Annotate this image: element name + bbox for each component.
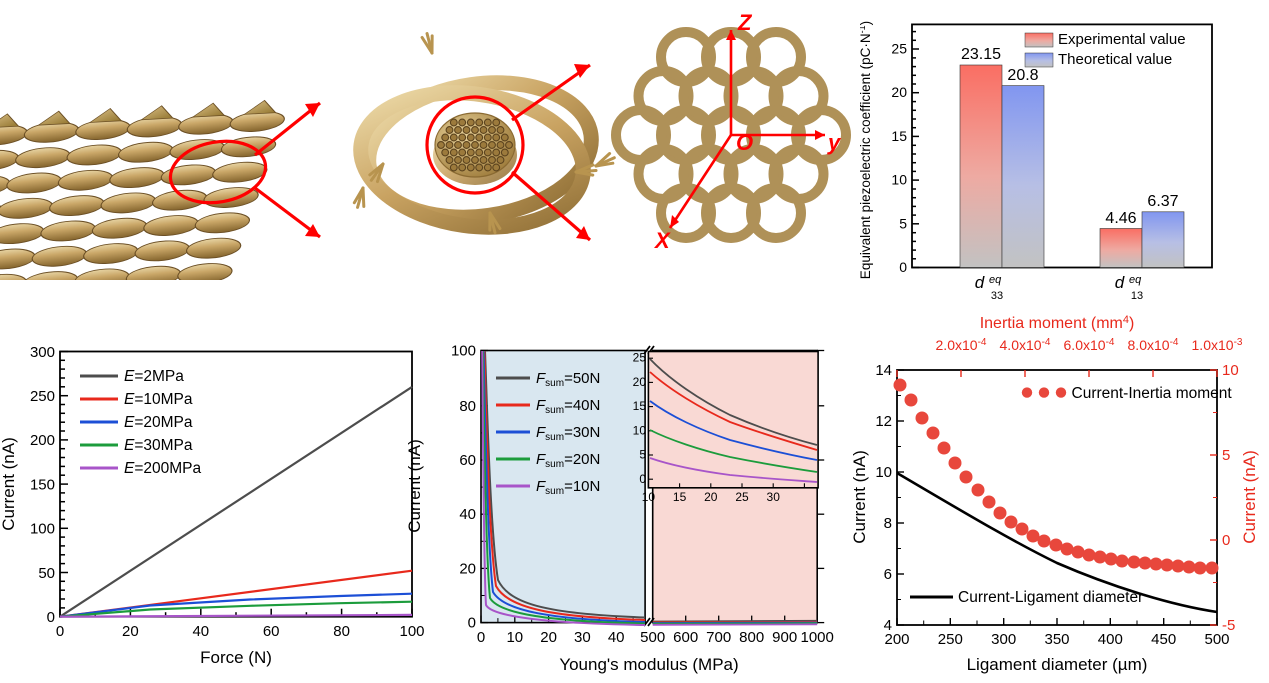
svg-text:E=2MPa: E=2MPa [124, 368, 184, 385]
svg-text:0: 0 [1222, 532, 1230, 549]
svg-text:10: 10 [875, 464, 892, 481]
svg-text:E=200MPa: E=200MPa [124, 460, 202, 477]
svg-text:80: 80 [333, 623, 350, 640]
svg-text:40: 40 [459, 506, 476, 523]
svg-text:25: 25 [633, 351, 647, 365]
svg-text:Ligament diameter (µm): Ligament diameter (µm) [967, 655, 1148, 674]
svg-text:X: X [653, 228, 671, 253]
svg-text:40: 40 [192, 623, 209, 640]
svg-text:Current (nA): Current (nA) [1240, 450, 1259, 544]
svg-text:100: 100 [451, 343, 476, 360]
svg-text:6.37: 6.37 [1147, 193, 1178, 210]
svg-text:Experimental value: Experimental value [1058, 31, 1186, 48]
svg-text:15: 15 [891, 128, 907, 144]
svg-text:60: 60 [263, 623, 280, 640]
svg-text:20: 20 [704, 490, 718, 504]
svg-text:15: 15 [633, 399, 647, 413]
svg-text:Current-Ligament diameter: Current-Ligament diameter [958, 589, 1143, 606]
svg-text:10: 10 [891, 172, 907, 188]
svg-text:12: 12 [875, 413, 892, 430]
svg-text:30: 30 [767, 490, 781, 504]
svg-text:E=30MPa: E=30MPa [124, 437, 193, 454]
svg-text:300: 300 [30, 344, 55, 361]
svg-text:350: 350 [1044, 631, 1069, 648]
svg-text:10: 10 [642, 490, 656, 504]
svg-text:60: 60 [459, 452, 476, 469]
svg-text:500: 500 [1204, 631, 1229, 648]
svg-text:500: 500 [640, 629, 665, 646]
svg-text:0: 0 [639, 472, 646, 486]
svg-text:100: 100 [30, 521, 55, 538]
svg-text:5: 5 [1222, 447, 1230, 464]
svg-text:20: 20 [122, 623, 139, 640]
svg-text:15: 15 [673, 490, 687, 504]
svg-text:5: 5 [899, 215, 907, 231]
svg-text:O: O [736, 130, 753, 155]
svg-text:Current-Inertia moment: Current-Inertia moment [1072, 385, 1233, 402]
svg-text:E=10MPa: E=10MPa [124, 391, 193, 408]
svg-text:E=20MPa: E=20MPa [124, 414, 193, 431]
svg-text:23.15: 23.15 [961, 46, 1001, 63]
svg-text:4.0x10-4: 4.0x10-4 [1000, 337, 1051, 353]
svg-text:900: 900 [772, 629, 797, 646]
svg-text:10: 10 [633, 423, 647, 437]
svg-text:20.8: 20.8 [1007, 67, 1038, 84]
svg-text:25: 25 [891, 41, 907, 57]
svg-text:700: 700 [706, 629, 731, 646]
svg-text:40: 40 [608, 629, 625, 646]
svg-text:20: 20 [540, 629, 557, 646]
svg-text:0: 0 [47, 609, 55, 626]
svg-text:Equivalent piezoelectric coeff: Equivalent piezoelectric coefficient (pC… [860, 21, 873, 279]
svg-text:8.0x10-4: 8.0x10-4 [1128, 337, 1179, 353]
svg-text:y: y [827, 130, 842, 155]
svg-text:8: 8 [884, 515, 892, 532]
svg-text:Z: Z [737, 10, 753, 35]
svg-text:200: 200 [30, 432, 55, 449]
svg-text:Current (nA): Current (nA) [0, 437, 18, 531]
svg-text:1000: 1000 [801, 629, 834, 646]
svg-text:50: 50 [38, 565, 55, 582]
svg-text:4.46: 4.46 [1105, 210, 1136, 227]
svg-text:Current (nA): Current (nA) [850, 450, 869, 544]
svg-text:150: 150 [30, 476, 55, 493]
svg-text:Current (nA): Current (nA) [405, 439, 424, 533]
svg-text:Inertia moment (mm4): Inertia moment (mm4) [980, 314, 1135, 332]
svg-text:400: 400 [1098, 631, 1123, 648]
svg-text:Force (N): Force (N) [200, 648, 272, 667]
svg-text:6.0x10-4: 6.0x10-4 [1064, 337, 1115, 353]
svg-text:20: 20 [459, 560, 476, 577]
svg-text:1.0x10-3: 1.0x10-3 [1192, 337, 1243, 353]
svg-text:0: 0 [899, 259, 907, 275]
svg-text:0: 0 [468, 615, 476, 632]
svg-text:20: 20 [633, 375, 647, 389]
svg-text:5: 5 [639, 448, 646, 462]
svg-text:200: 200 [884, 631, 909, 648]
svg-text:30: 30 [574, 629, 591, 646]
svg-text:0: 0 [477, 629, 485, 646]
svg-text:25: 25 [735, 490, 749, 504]
svg-text:0: 0 [56, 623, 64, 640]
svg-text:250: 250 [30, 388, 55, 405]
svg-text:Theoretical value: Theoretical value [1058, 51, 1172, 68]
svg-text:300: 300 [991, 631, 1016, 648]
svg-text:10: 10 [1222, 362, 1239, 379]
svg-text:6: 6 [884, 566, 892, 583]
svg-text:800: 800 [739, 629, 764, 646]
svg-text:450: 450 [1151, 631, 1176, 648]
svg-text:10: 10 [506, 629, 523, 646]
svg-text:80: 80 [459, 398, 476, 415]
svg-text:20: 20 [891, 84, 907, 100]
svg-text:14: 14 [875, 362, 892, 379]
svg-text:600: 600 [673, 629, 698, 646]
svg-text:Young's modulus (MPa): Young's modulus (MPa) [559, 655, 738, 674]
svg-text:2.0x10-4: 2.0x10-4 [936, 337, 987, 353]
svg-text:250: 250 [938, 631, 963, 648]
